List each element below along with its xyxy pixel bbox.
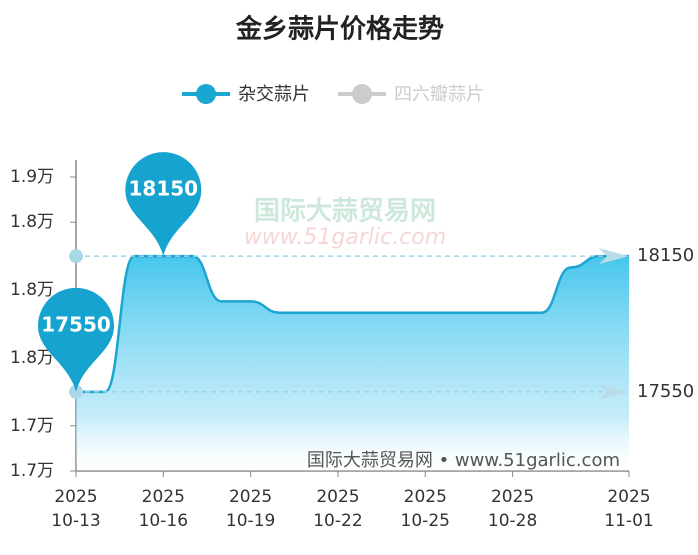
chart-title: 金乡蒜片价格走势 [235, 14, 444, 45]
pin-label: 17550 [41, 312, 111, 336]
y-tick-label: 1.7万 [10, 461, 54, 481]
x-tick-label: 2025 10-13 [51, 487, 100, 531]
mark-arrow [599, 248, 629, 265]
footer: 国际大蒜贸易网 • www.51garlic.com [307, 450, 620, 471]
legend-marker [352, 84, 372, 104]
legend-label: 四六瓣蒜片 [394, 84, 484, 105]
y-tick-label: 1.9万 [10, 167, 54, 187]
watermark: 国际大蒜贸易网 [254, 197, 436, 227]
mark-line-label: 18150 [637, 245, 694, 266]
y-tick-label: 1.8万 [10, 212, 54, 232]
mark-line-label: 17550 [637, 381, 694, 402]
area [76, 256, 629, 471]
legend-marker [196, 84, 216, 104]
watermark: www.51garlic.com [244, 225, 446, 250]
mark-arrow [599, 383, 629, 400]
x-tick-label: 2025 10-28 [488, 487, 537, 531]
x-tick-label: 2025 10-19 [226, 487, 275, 531]
y-tick-label: 1.8万 [10, 280, 54, 300]
pin-label: 18150 [129, 177, 199, 201]
pin [125, 152, 202, 257]
y-tick-label: 1.7万 [10, 416, 54, 436]
x-tick-label: 2025 10-22 [313, 487, 362, 531]
x-tick-label: 2025 10-25 [401, 487, 450, 531]
x-tick-label: 2025 10-16 [139, 487, 188, 531]
mark-line-start [69, 249, 83, 264]
x-tick-label: 2025 11-01 [604, 487, 653, 531]
pin [38, 287, 114, 392]
y-tick-label: 1.8万 [10, 348, 54, 368]
legend-label: 杂交蒜片 [238, 84, 310, 105]
